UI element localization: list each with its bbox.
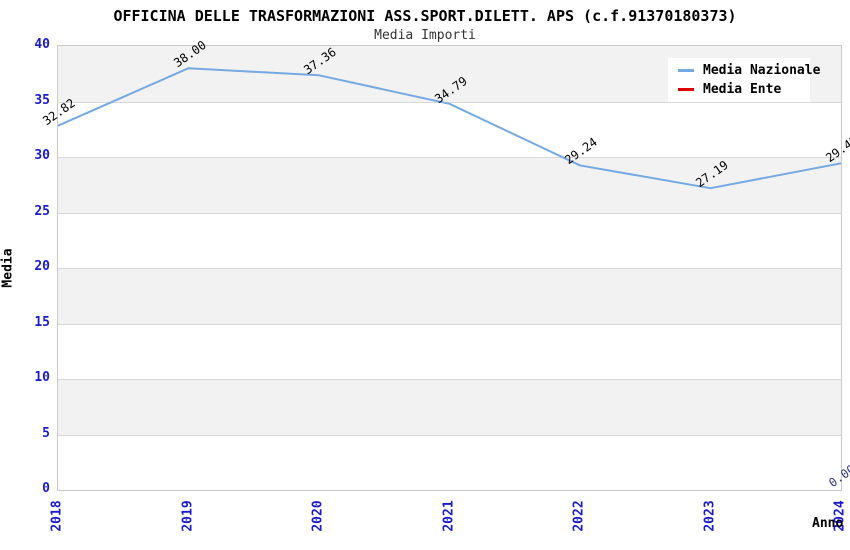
y-tick-label: 30	[34, 148, 50, 163]
plot-band	[58, 268, 841, 324]
chart-title: OFFICINA DELLE TRASFORMAZIONI ASS.SPORT.…	[113, 7, 737, 25]
y-tick-label: 0	[42, 481, 50, 496]
gridline	[58, 101, 841, 103]
legend-item-media-nazionale: Media Nazionale	[668, 63, 820, 78]
gridline	[58, 212, 841, 214]
legend: Media Nazionale Media Ente	[668, 58, 820, 102]
y-tick-label: 10	[34, 370, 50, 385]
x-tick-label: 2018	[49, 500, 65, 532]
media-nazionale-line-swatch-icon	[678, 68, 694, 72]
gridline	[58, 379, 841, 380]
y-axis-title: Media	[0, 248, 16, 288]
x-tick-label: 2021	[441, 500, 456, 532]
series-line	[57, 67, 842, 190]
y-tick-label: 35	[34, 92, 50, 108]
gridline	[58, 323, 841, 325]
y-tick-label: 25	[34, 203, 50, 219]
gridline	[58, 268, 841, 269]
legend-label: Media Ente	[703, 82, 782, 98]
plot-band	[58, 379, 841, 435]
line-series-svg	[57, 67, 842, 190]
x-tick-label: 2022	[571, 500, 587, 532]
plot-band	[58, 157, 841, 213]
y-tick-label: 20	[34, 259, 50, 274]
plot-area	[57, 45, 842, 491]
legend-label: Media Nazionale	[703, 62, 821, 78]
x-axis-title: Anno	[812, 516, 844, 531]
media-ente-line-swatch-icon	[678, 88, 694, 92]
y-tick-label: 15	[34, 314, 50, 330]
x-tick-label: 2023	[702, 500, 717, 532]
gridline	[58, 157, 841, 158]
x-tick-label: 2020	[310, 500, 326, 532]
chart-subtitle: Media Importi	[374, 28, 476, 43]
y-tick-label: 5	[42, 425, 50, 441]
gridline	[58, 434, 841, 436]
x-tick-label: 2019	[180, 500, 195, 532]
y-tick-label: 40	[34, 37, 50, 52]
legend-item-media-ente: Media Ente	[668, 82, 810, 97]
